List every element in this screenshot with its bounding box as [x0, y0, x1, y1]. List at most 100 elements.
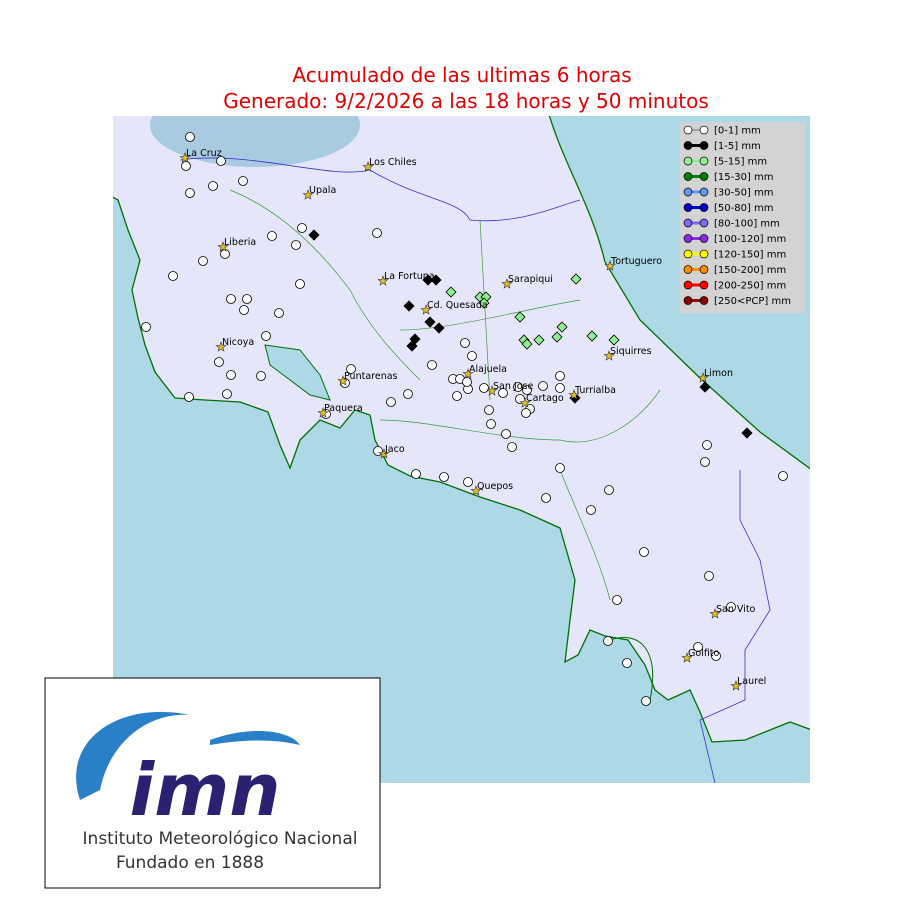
city-star: [709, 608, 721, 619]
station: [521, 338, 533, 350]
station: [608, 334, 620, 346]
station: [185, 132, 195, 142]
station: [226, 294, 236, 304]
legend-marker: [699, 218, 709, 228]
station: [538, 381, 548, 391]
legend-marker: [683, 125, 693, 135]
station: [484, 405, 494, 415]
station: [699, 381, 711, 393]
legend-marker: [683, 280, 693, 290]
legend-label: [100-120] mm: [714, 234, 786, 245]
city-star: [604, 260, 616, 271]
city-label: Alajuela: [469, 364, 507, 375]
station: [239, 305, 249, 315]
legend-label: [30-50] mm: [714, 188, 774, 199]
station: [386, 397, 396, 407]
legend-marker: [699, 203, 709, 212]
city-label: Turrialba: [574, 385, 616, 396]
station: [406, 340, 418, 352]
legend-marker: [683, 265, 693, 274]
legend-label: [80-100] mm: [714, 219, 780, 230]
gulf: [264, 344, 331, 401]
city-star: [420, 304, 432, 315]
station: [185, 188, 195, 198]
station: [208, 181, 218, 191]
city-star: [519, 397, 531, 408]
station: [570, 273, 582, 285]
city-label: Tortuguero: [610, 256, 662, 267]
station: [622, 658, 632, 668]
logo-mark: imn: [130, 748, 281, 832]
city-label: Limon: [704, 368, 733, 379]
station: [551, 331, 563, 343]
station: [346, 364, 356, 374]
station: [612, 595, 622, 605]
station: [295, 279, 305, 289]
city-label: Cd. Quesada: [427, 300, 488, 311]
station: [514, 311, 526, 323]
logo-swoosh: [210, 730, 300, 745]
station: [463, 477, 473, 487]
lake: [150, 116, 360, 167]
station: [214, 357, 224, 367]
city-star: [302, 189, 314, 200]
legend-marker: [699, 141, 709, 150]
station: [168, 271, 178, 281]
legend-label: [5-15] mm: [714, 157, 767, 168]
logo-founded: Fundado en 1888: [116, 853, 264, 873]
city-label: La Cruz: [186, 148, 222, 159]
station: [181, 161, 191, 171]
legend-box: [680, 122, 805, 313]
city-star: [462, 368, 474, 379]
station: [778, 471, 788, 481]
station: [267, 231, 277, 241]
legend-label: [15-30] mm: [714, 172, 774, 183]
station: [242, 294, 252, 304]
station: [533, 334, 545, 346]
station: [256, 371, 266, 381]
legend: [0-1] mm [1-5] mm [5-15] mm [15-30] mm [30-5…: [683, 125, 791, 307]
station: [433, 322, 445, 334]
city-label: Upala: [309, 185, 336, 196]
station: [498, 388, 508, 398]
station: [184, 392, 194, 402]
city-star: [217, 241, 229, 252]
legend-marker: [683, 234, 693, 243]
legend-label: [150-200] mm: [714, 265, 786, 276]
legend-marker: [683, 249, 693, 259]
city-star: [378, 448, 390, 459]
station: [507, 442, 517, 452]
station: [467, 351, 477, 361]
city-label: Golfito: [688, 648, 720, 659]
legend-marker: [699, 265, 709, 274]
cities: La Cruz Los Chiles Upala Liberia La Fortuna S…: [179, 148, 766, 691]
city-label: Puntarenas: [344, 371, 398, 382]
station: [403, 300, 415, 312]
legend-label: [120-150] mm: [714, 250, 786, 261]
station: [478, 297, 490, 309]
station: [439, 472, 449, 482]
station: [586, 330, 598, 342]
legend-marker: [699, 187, 709, 197]
station: [522, 385, 532, 395]
city-label: Quepos: [477, 481, 513, 492]
coast: [609, 637, 654, 701]
border: [179, 157, 581, 222]
station: [479, 383, 489, 393]
border: [699, 470, 771, 783]
legend-marker: [683, 203, 693, 212]
station: [604, 485, 614, 495]
legend-marker: [699, 234, 709, 243]
city-star: [568, 389, 580, 400]
map: La Cruz Los Chiles Upala Liberia La Fortuna S…: [113, 116, 810, 783]
station: [501, 429, 511, 439]
station: [555, 383, 565, 393]
station: [274, 308, 284, 318]
station: [641, 696, 651, 706]
legend-marker: [683, 187, 693, 197]
legend-marker: [699, 156, 709, 166]
logo-name: Instituto Meteorológico Nacional: [83, 829, 358, 849]
legend-label: [0-1] mm: [714, 126, 761, 137]
station: [704, 571, 714, 581]
